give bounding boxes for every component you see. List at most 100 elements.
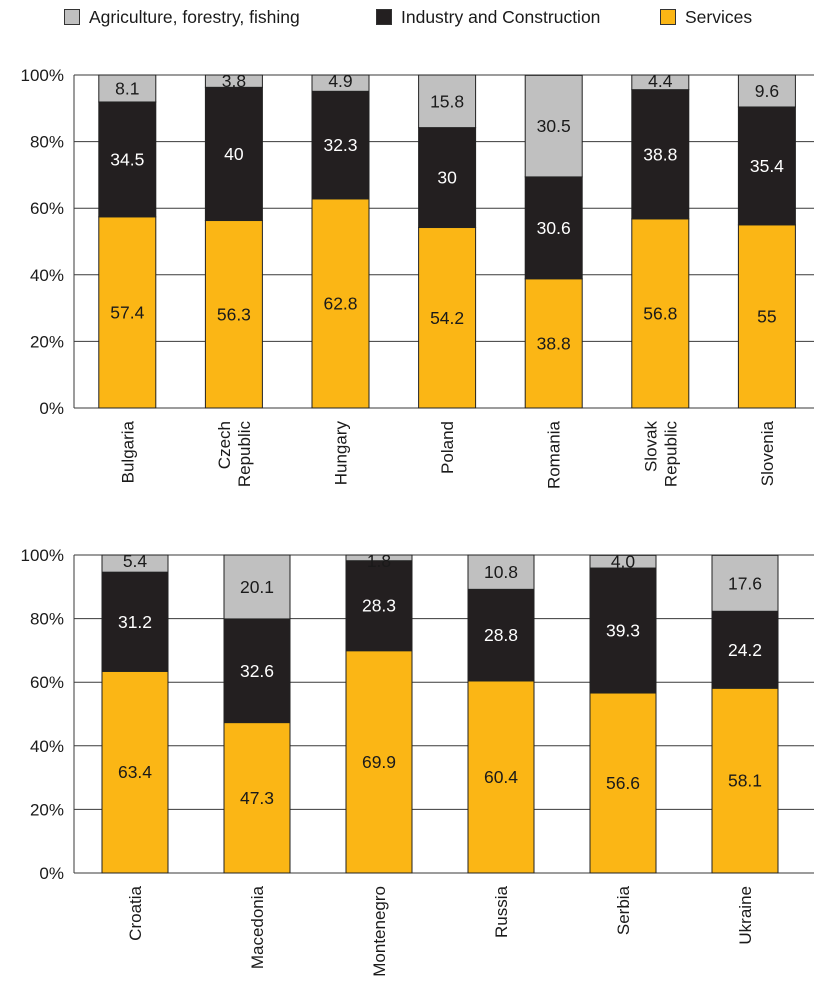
category-label-line: Ukraine [736,886,755,945]
data-label: 30 [437,168,457,188]
data-label: 5.4 [123,551,148,571]
data-label: 56.6 [606,773,640,793]
legend-item-industry: Industry and Construction [376,6,600,28]
bar-segment [711,610,779,689]
data-label: 9.6 [755,81,779,101]
data-label: 40 [224,144,244,164]
data-label: 4.4 [648,71,673,91]
data-label: 4.0 [611,551,636,571]
data-label: 1.8 [367,551,391,571]
bar-segment [223,554,291,620]
category-label: Croatia [126,885,145,940]
data-label: 28.8 [484,625,518,645]
category-label: Macedonia [248,885,267,969]
category-label-line: Bulgaria [118,420,137,483]
legend-item-services: Services [660,6,752,28]
category-label-line: Slovak [641,421,660,473]
data-label: 31.2 [118,612,152,632]
category-label: CzechRepublic [215,421,254,488]
data-label: 35.4 [750,156,784,176]
data-label: 62.8 [323,293,357,313]
bar-segment [223,722,291,874]
data-label: 56.8 [643,303,677,323]
y-tick-label: 20% [30,800,64,819]
category-label: Romania [545,420,564,489]
bar-segment [311,198,370,409]
chart-panel-2: 0% 20% 40% 60% 80% 100% 63.4 31.2 5.4 Croatia 47.3… [21,546,814,977]
category-label-line: Republic [235,421,254,488]
data-label: 4.9 [328,71,352,91]
chart-panel-1: 0% 20% 40% 60% 80% 100% 57.4 34.5 8.1 Bulgaria 56.… [21,66,814,489]
category-label-line: Russia [492,885,511,938]
data-label: 8.1 [115,78,139,98]
y-tick-label: 60% [30,673,64,692]
bar-segment [467,588,535,682]
category-label: Ukraine [736,886,755,945]
bar-segment [711,554,779,612]
legend-label-agriculture: Agriculture, forestry, fishing [89,6,300,27]
category-label-line: Republic [661,421,680,488]
data-label: 58.1 [728,771,762,791]
bar-segment [345,554,413,562]
data-label: 38.8 [643,144,677,164]
legend-swatch-industry [376,9,392,25]
category-label: Slovenia [758,420,777,486]
chart-legend: Agriculture, forestry, fishing Industry … [0,0,814,40]
data-label: 39.3 [606,621,640,641]
y-tick-label: 20% [30,332,64,351]
bar-segment [204,86,263,222]
bar-segment [631,218,690,409]
data-label: 24.2 [728,640,762,660]
bar-segment [418,227,477,409]
bar-segment [204,74,263,88]
bar-segment [737,74,796,108]
y-tick-label: 80% [30,133,64,152]
bar-segment [418,127,477,229]
bar-segment [98,74,157,103]
bar-segment [98,216,157,409]
y-tick-label: 40% [30,266,64,285]
legend-swatch-agriculture [64,9,80,25]
y-tick-label: 100% [21,66,64,85]
bar-segment [589,692,657,874]
data-label: 3.8 [222,71,246,91]
bar-segment [101,554,169,573]
bar-segment [711,687,779,874]
y-tick-label: 0% [39,864,64,883]
data-label: 47.3 [240,788,274,808]
data-label: 38.8 [537,333,571,353]
bar-segment [631,89,690,220]
category-label-line: Macedonia [248,885,267,969]
bar-segment [311,90,370,200]
legend-label-industry: Industry and Construction [401,6,601,27]
category-label: Serbia [614,885,633,935]
legend-label-services: Services [685,6,753,27]
data-label: 69.9 [362,752,396,772]
bar-segment [631,74,690,91]
category-label-line: Slovenia [758,420,777,486]
category-label-line: Serbia [614,885,633,935]
y-tick-label: 100% [21,546,64,565]
category-label-line: Croatia [126,885,145,940]
category-label: Bulgaria [118,420,137,483]
data-label: 17.6 [728,573,762,593]
data-label: 32.6 [240,661,274,681]
category-label: Poland [438,421,457,474]
category-label-line: Hungary [332,421,351,486]
bar-segment [223,618,291,724]
category-label-line: Montenegro [370,886,389,977]
category-label: Hungary [332,421,351,486]
data-label: 10.8 [484,562,518,582]
data-label: 57.4 [110,302,144,322]
data-label: 60.4 [484,767,518,787]
bar-segment [524,278,583,409]
category-label: Montenegro [370,886,389,977]
bar-segment [98,101,157,218]
data-label: 32.3 [323,135,357,155]
bar-segment [467,680,535,874]
data-label: 63.4 [118,762,152,782]
bar-segment [589,554,657,569]
legend-item-agriculture: Agriculture, forestry, fishing [64,6,300,28]
y-tick-label: 80% [30,610,64,629]
